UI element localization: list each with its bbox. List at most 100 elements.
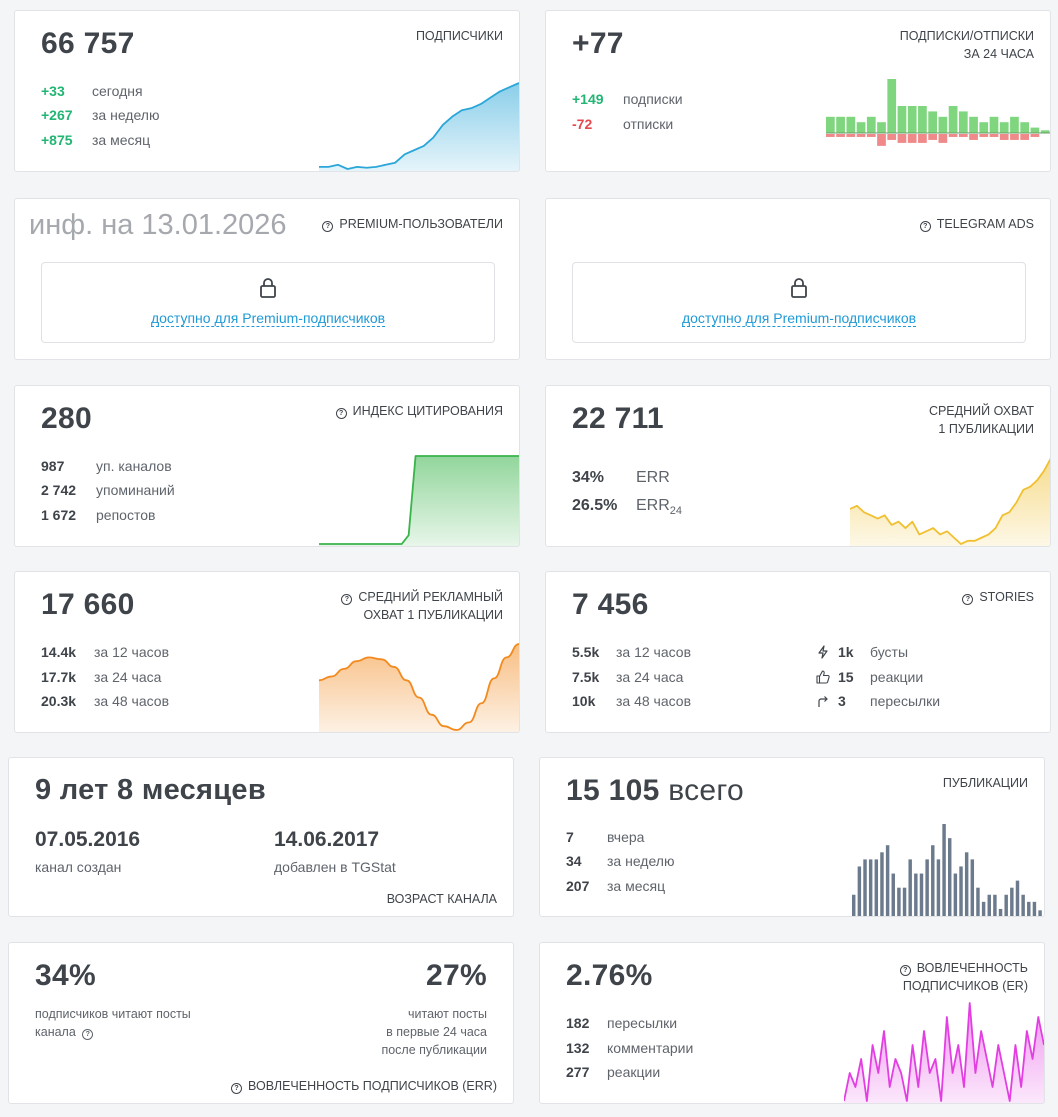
- err-left-label: подписчиков читают посты канала ?: [35, 1005, 191, 1041]
- publications-card[interactable]: 15 105 всего ПУБЛИКАЦИИ 7 вчера 34 за неде…: [539, 757, 1045, 917]
- stat-label: вчера: [607, 829, 645, 845]
- stories-title: ? STORIES: [962, 588, 1034, 606]
- avg-reach-sparkline: [850, 457, 1050, 546]
- title-text: СРЕДНИЙ РЕКЛАМНЫЙ: [358, 590, 503, 604]
- help-icon[interactable]: ?: [341, 594, 353, 605]
- title-text: STORIES: [979, 590, 1034, 604]
- bar: [936, 859, 941, 916]
- stories-value: 7 456: [572, 588, 649, 621]
- title-text: PREMIUM-ПОЛЬЗОВАТЕЛИ: [339, 217, 503, 231]
- help-icon[interactable]: ?: [962, 594, 974, 605]
- er-card[interactable]: 2.76% ? ВОВЛЕЧЕННОСТЬ ПОДПИСЧИКОВ (ER) 182…: [539, 942, 1045, 1104]
- stat-row: 132 комментарии: [566, 1038, 693, 1058]
- subs-unsubs-card[interactable]: +77 ПОДПИСКИ/ОТПИСКИ ЗА 24 ЧАСА +149 подпи…: [545, 10, 1051, 172]
- stat-row: 277 реакции: [566, 1062, 660, 1082]
- channel-age-title: ВОЗРАСТ КАНАЛА: [386, 892, 497, 906]
- help-icon[interactable]: ?: [322, 221, 334, 232]
- reposts-row: 3 пересылки: [816, 691, 940, 711]
- citation-card[interactable]: 280 ? ИНДЕКС ЦИТИРОВАНИЯ 987 уп. каналов 2…: [14, 385, 520, 547]
- title-text: ВОВЛЕЧЕННОСТЬ ПОДПИСЧИКОВ (ERR): [248, 1079, 497, 1093]
- bar-negative: [989, 134, 999, 137]
- bar: [964, 852, 969, 916]
- bar-positive: [846, 116, 856, 133]
- publications-total: 15 105 всего: [566, 774, 744, 808]
- label-line: в первые 24 часа: [386, 1025, 487, 1039]
- ad-reach-sparkline: [319, 643, 519, 732]
- bar-positive: [1010, 116, 1019, 133]
- stat-label: пересылки: [870, 693, 941, 709]
- bar: [874, 859, 879, 916]
- ad-reach-title: ? СРЕДНИЙ РЕКЛАМНЫЙ ОХВАТ 1 ПУБЛИКАЦИИ: [341, 588, 503, 624]
- err-card[interactable]: 34% подписчиков читают посты канала ? 27…: [8, 942, 514, 1104]
- stat-label: ERR: [636, 469, 670, 486]
- ad-reach-card[interactable]: 17 660 ? СРЕДНИЙ РЕКЛАМНЫЙ ОХВАТ 1 ПУБЛИКА…: [14, 571, 520, 733]
- stat-row: 26.5% ERR24: [572, 496, 682, 517]
- premium-users-card[interactable]: инф. на 13.01.2026 ? PREMIUM-ПОЛЬЗОВАТЕЛИ…: [14, 198, 520, 360]
- stat-row: 17.7k за 24 часа: [41, 667, 161, 687]
- bar-negative: [1030, 134, 1040, 137]
- help-icon[interactable]: ?: [231, 1083, 243, 1094]
- bar: [919, 873, 924, 916]
- bar: [981, 901, 986, 916]
- stat-row: 34% ERR: [572, 468, 670, 488]
- stat-label: реакции: [870, 669, 924, 685]
- stat-row: 20.3k за 48 часов: [41, 691, 169, 711]
- title-line: ЗА 24 ЧАСА: [963, 47, 1034, 61]
- stat-value: 20.3k: [41, 693, 77, 709]
- stat-value: 987: [41, 458, 65, 474]
- bar: [885, 845, 890, 916]
- stat-value: 132: [566, 1040, 590, 1056]
- help-icon[interactable]: ?: [919, 221, 931, 232]
- stat-label: за неделю: [607, 853, 675, 869]
- stat-label: за 24 часа: [94, 669, 162, 685]
- stat-label: пересылки: [607, 1015, 678, 1031]
- bar-negative: [826, 134, 835, 137]
- er-title: ? ВОВЛЕЧЕННОСТЬ ПОДПИСЧИКОВ (ER): [899, 959, 1028, 995]
- stories-card[interactable]: 7 456 ? STORIES 5.5k за 12 часов 7.5k за 24…: [545, 571, 1051, 733]
- telegram-ads-card[interactable]: ? TELEGRAM ADS доступно для Premium-подпи…: [545, 198, 1051, 360]
- bar: [987, 894, 991, 916]
- bar-positive: [938, 116, 948, 133]
- stat-value: 10k: [572, 693, 596, 709]
- stat-label: комментарии: [607, 1040, 694, 1056]
- stat-label: за 12 часов: [94, 644, 170, 660]
- help-icon[interactable]: ?: [82, 1029, 94, 1040]
- channel-age-card[interactable]: 9 лет 8 месяцев 07.05.2016 канал создан …: [8, 757, 514, 917]
- subscribers-card[interactable]: 66 757 ПОДПИСЧИКИ +33 сегодня +267 за неде…: [14, 10, 520, 172]
- subscribers-title: ПОДПИСЧИКИ: [415, 29, 503, 43]
- stat-label: за месяц: [92, 132, 151, 148]
- locked-content: доступно для Premium-подписчиков: [41, 262, 495, 343]
- bar-negative: [948, 134, 958, 137]
- bar-positive: [836, 116, 845, 133]
- premium-link-text[interactable]: доступно для Premium-подписчиков: [150, 310, 386, 327]
- err-right-value: 27%: [426, 959, 487, 992]
- bar-positive: [826, 116, 835, 133]
- series-line: [319, 455, 519, 545]
- stat-value: +875: [41, 132, 73, 148]
- stat-row: -72 отписки: [572, 114, 673, 134]
- err-left-value: 34%: [35, 959, 96, 992]
- area-fill: [319, 456, 519, 546]
- stat-label: подписки: [623, 91, 683, 107]
- bar-positive: [907, 106, 917, 133]
- stat-label: за 48 часов: [94, 693, 170, 709]
- series-line: [850, 457, 1050, 545]
- stat-row: +149 подписки: [572, 89, 683, 109]
- stat-value: 1k: [838, 644, 854, 660]
- stat-value: 15: [838, 669, 854, 685]
- bar-negative: [928, 134, 937, 140]
- avg-reach-card[interactable]: 22 711 СРЕДНИЙ ОХВАТ 1 ПУБЛИКАЦИИ 34% ERR …: [545, 385, 1051, 547]
- bar: [1010, 887, 1014, 916]
- stat-label: ERR24: [636, 496, 682, 521]
- help-icon[interactable]: ?: [335, 408, 347, 419]
- help-icon[interactable]: ?: [899, 965, 911, 976]
- info-date: инф. на 13.01.2026: [29, 209, 287, 241]
- premium-link[interactable]: доступно для Premium-подписчиков: [573, 310, 1025, 327]
- stat-row: 10k за 48 часов: [572, 691, 691, 711]
- premium-link-text[interactable]: доступно для Premium-подписчиков: [681, 310, 917, 327]
- title-text: ВОВЛЕЧЕННОСТЬ: [916, 961, 1028, 975]
- premium-link[interactable]: доступно для Premium-подписчиков: [42, 310, 494, 327]
- label-line: подписчиков читают посты: [35, 1007, 191, 1021]
- err-title: ? ВОВЛЕЧЕННОСТЬ ПОДПИСЧИКОВ (ERR): [231, 1079, 497, 1094]
- bar: [891, 873, 895, 916]
